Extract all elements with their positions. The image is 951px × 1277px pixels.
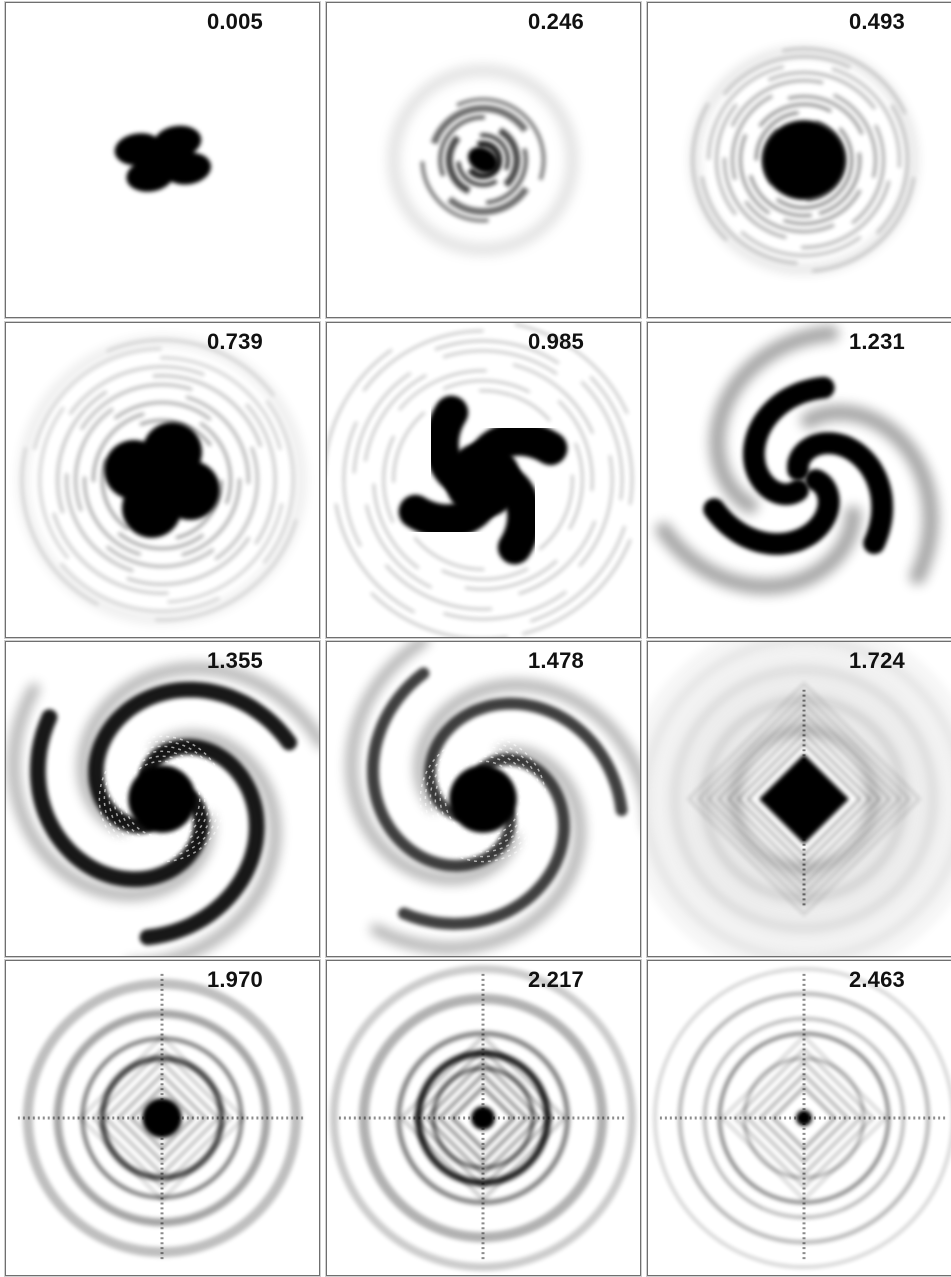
density-image xyxy=(6,642,319,956)
density-image xyxy=(6,3,319,317)
density-image xyxy=(648,3,951,317)
time-label: 1.970 xyxy=(206,967,263,992)
density-image xyxy=(327,323,640,637)
time-label: 0.985 xyxy=(527,329,584,354)
density-image xyxy=(648,961,951,1275)
density-image xyxy=(327,961,640,1275)
time-label: 1.724 xyxy=(848,648,905,673)
time-label: 0.005 xyxy=(206,9,263,34)
time-label: 2.217 xyxy=(527,967,584,992)
time-label: 2.463 xyxy=(848,967,905,992)
simulation-panel: 2.463 xyxy=(646,959,951,1277)
time-label: 0.246 xyxy=(527,9,584,34)
time-label: 0.739 xyxy=(206,329,263,354)
simulation-panel: 0.493 xyxy=(646,1,951,319)
density-image xyxy=(648,642,951,956)
simulation-panel: 1.970 xyxy=(4,959,321,1277)
simulation-panel: 1.231 xyxy=(646,321,951,639)
simulation-panel: 0.985 xyxy=(325,321,642,639)
simulation-panel: 0.739 xyxy=(4,321,321,639)
simulation-panel: 2.217 xyxy=(325,959,642,1277)
density-image xyxy=(648,323,951,637)
simulation-panel: 0.005 xyxy=(4,1,321,319)
density-image xyxy=(327,3,640,317)
time-label: 1.478 xyxy=(527,648,584,673)
simulation-panel: 1.478 xyxy=(325,640,642,958)
simulation-panel: 0.246 xyxy=(325,1,642,319)
density-image xyxy=(6,323,319,637)
simulation-panel: 1.355 xyxy=(4,640,321,958)
simulation-panel: 1.724 xyxy=(646,640,951,958)
time-label: 1.355 xyxy=(206,648,263,673)
density-image xyxy=(6,961,319,1275)
density-image xyxy=(327,642,640,956)
time-label: 0.493 xyxy=(848,9,905,34)
time-label: 1.231 xyxy=(848,329,905,354)
